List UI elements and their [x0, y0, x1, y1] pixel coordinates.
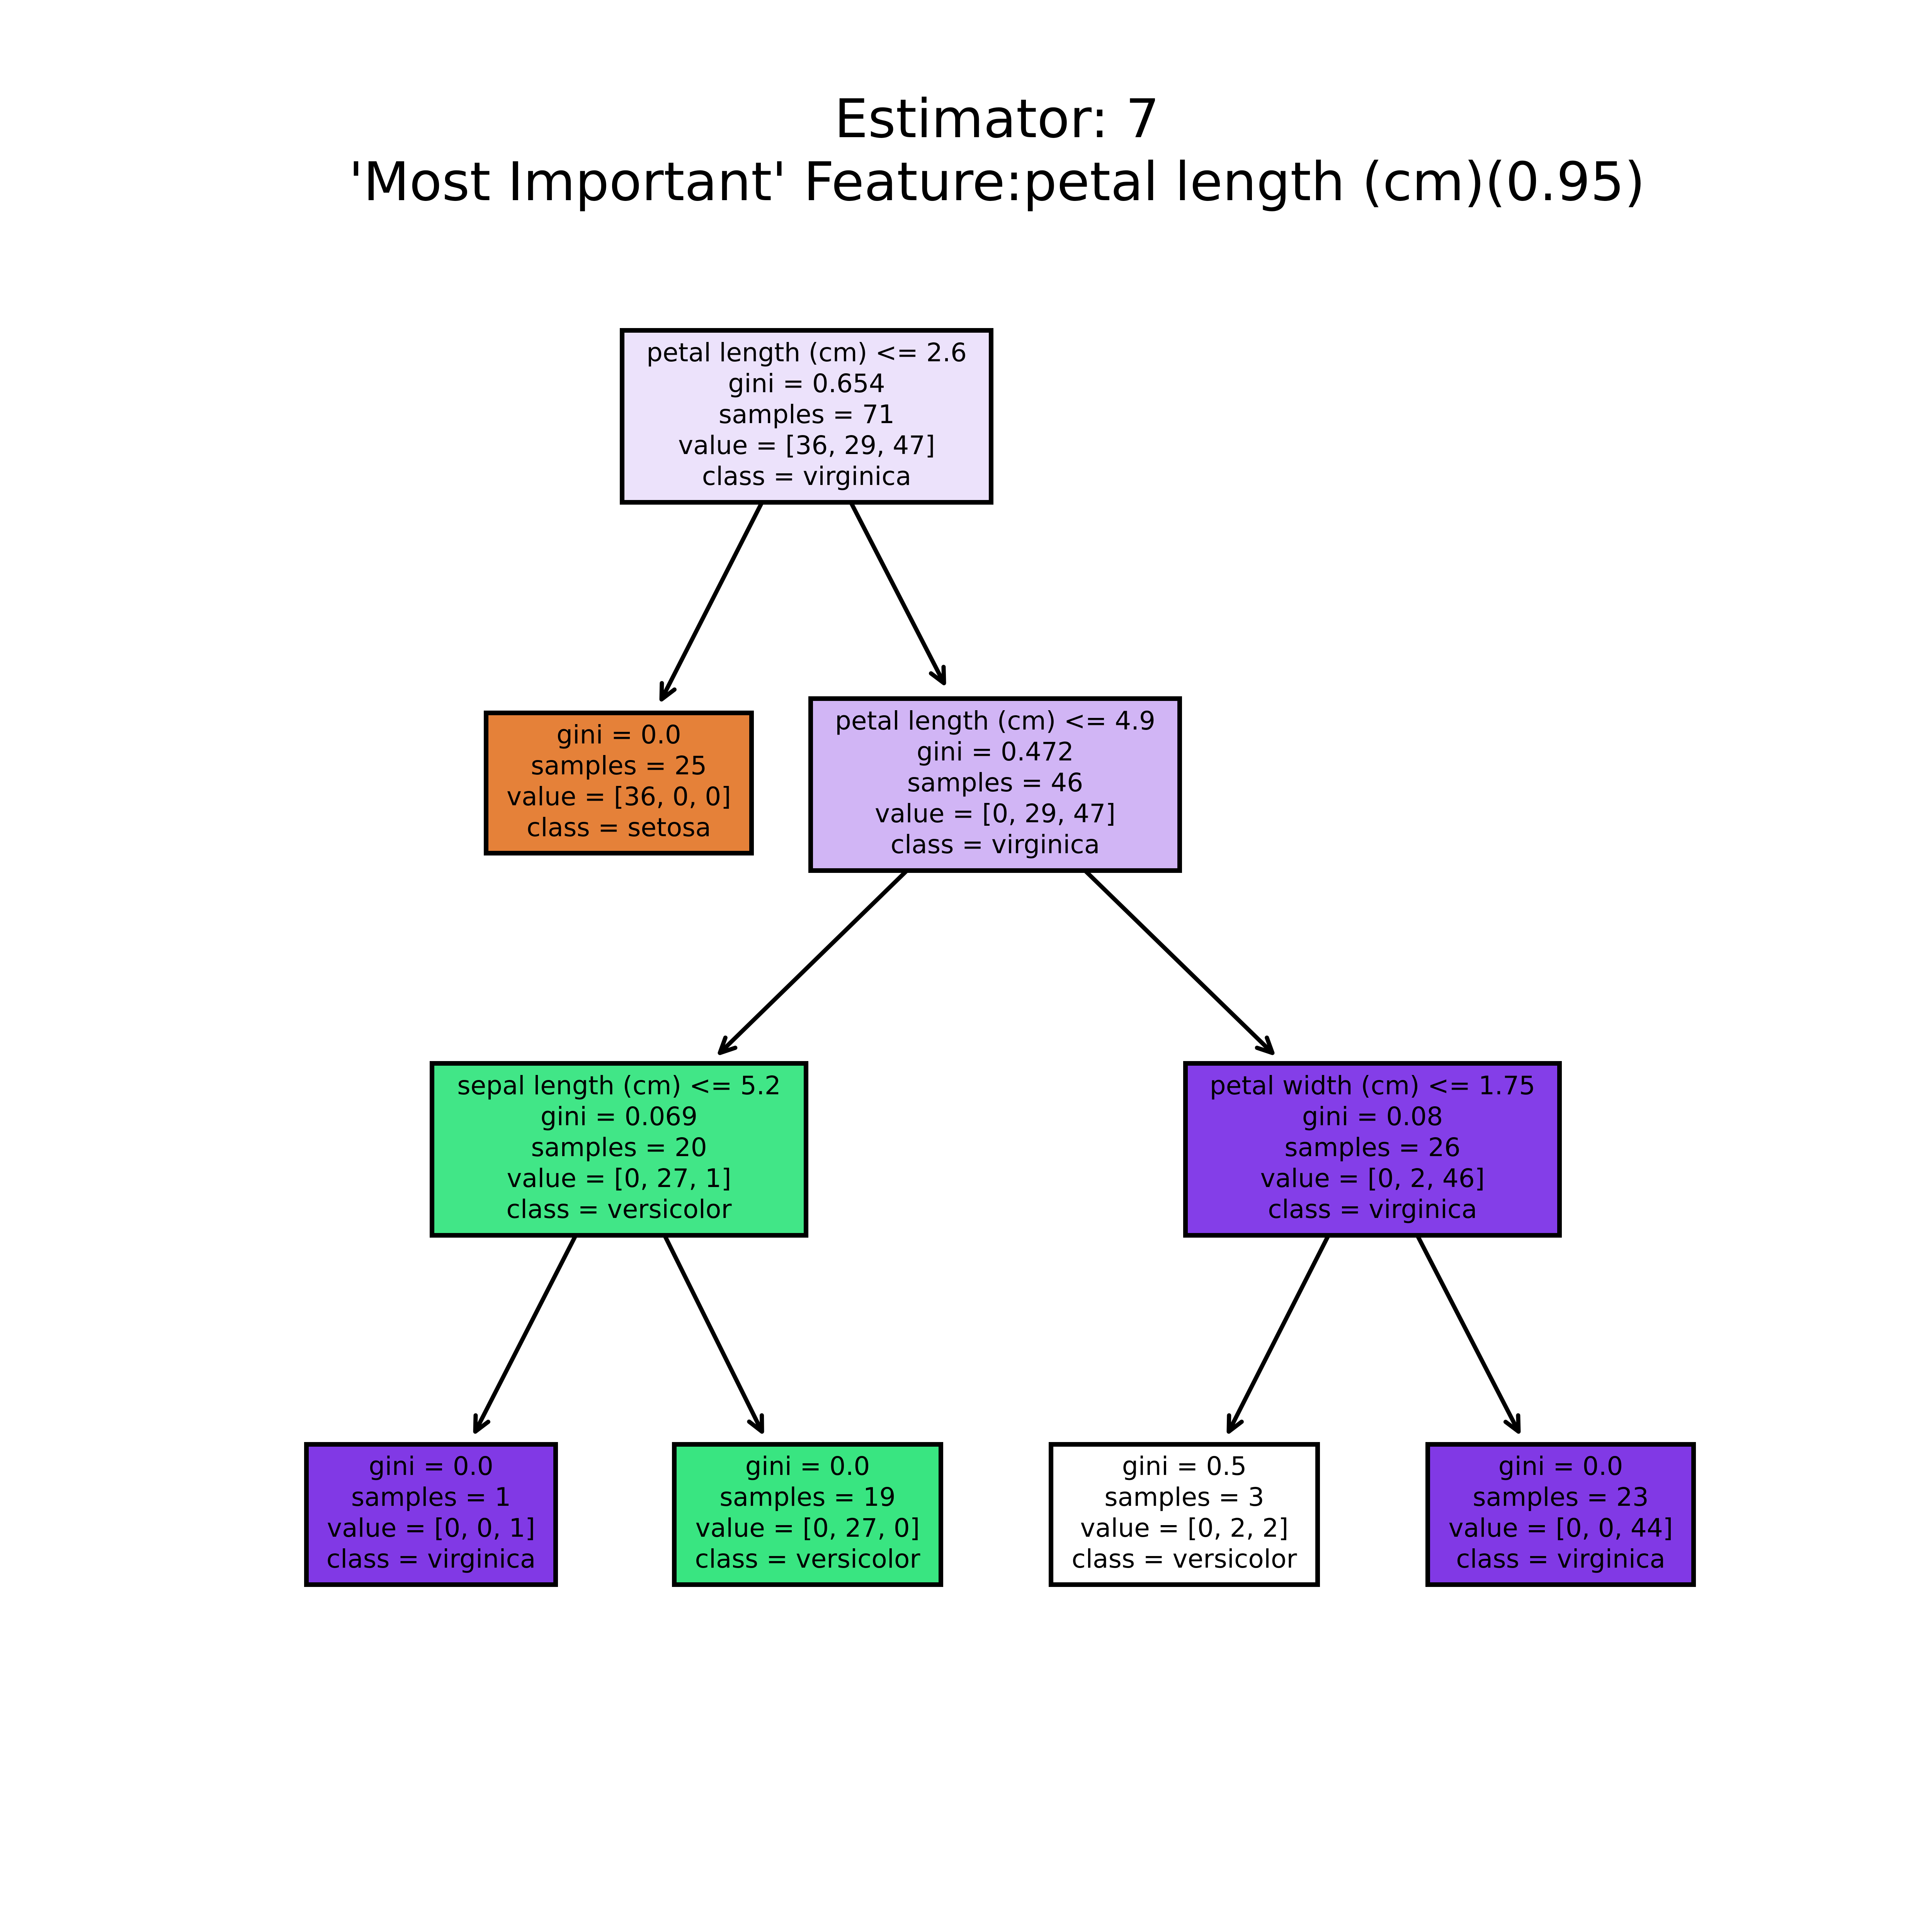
tree-edges: [473, 501, 1521, 1434]
node-text-line: gini = 0.0: [1498, 1451, 1623, 1481]
node-text-line: gini = 0.5: [1122, 1451, 1247, 1481]
arrow-head-icon: [747, 1413, 764, 1434]
node-text-line: value = [0, 29, 47]: [875, 799, 1116, 828]
node-text-line: samples = 71: [719, 400, 895, 429]
edge-n3-n6: [663, 1234, 764, 1434]
node-text-line: value = [0, 2, 2]: [1080, 1513, 1289, 1543]
node-text-line: gini = 0.069: [541, 1102, 698, 1131]
node-text-line: gini = 0.472: [917, 737, 1074, 767]
node-box: [1425, 1442, 1696, 1587]
node-text-line: class = versicolor: [1071, 1544, 1297, 1574]
edge-n3-n5: [473, 1234, 578, 1434]
node-text-line: value = [36, 0, 0]: [507, 782, 731, 811]
node-text-line: samples = 19: [719, 1482, 896, 1512]
edge-n0-n1: [659, 501, 764, 702]
node-text-line: class = virginica: [1268, 1194, 1477, 1224]
arrow-head-icon: [473, 1413, 490, 1434]
node-text-line: petal width (cm) <= 1.75: [1210, 1071, 1536, 1100]
node-text-line: value = [0, 0, 1]: [327, 1513, 535, 1543]
node-text-line: value = [0, 27, 1]: [507, 1163, 731, 1193]
node-box: [672, 1442, 943, 1587]
node-text-line: class = setosa: [527, 813, 711, 842]
edge-line: [1083, 869, 1274, 1054]
edge-line: [849, 501, 946, 684]
node-text-line: class = virginica: [702, 461, 912, 491]
node-box: [620, 328, 993, 505]
title-line-1: Estimator: 7: [834, 88, 1160, 150]
edge-line: [663, 1234, 764, 1433]
edge-n4-n7: [1226, 1234, 1330, 1434]
node-text-line: value = [0, 27, 0]: [696, 1513, 920, 1543]
edge-n4-n8: [1415, 1234, 1521, 1434]
edge-line: [660, 501, 764, 701]
node-box: [430, 1061, 808, 1238]
arrow-head-icon: [1255, 1036, 1275, 1055]
node-text-line: petal length (cm) <= 4.9: [835, 706, 1155, 736]
edge-n0-n2: [849, 501, 946, 685]
edge-n2-n3: [718, 869, 908, 1055]
node-text-line: petal length (cm) <= 2.6: [646, 338, 967, 367]
arrow-head-icon: [1503, 1413, 1521, 1434]
arrow-head-icon: [1226, 1413, 1244, 1434]
node-text-line: sepal length (cm) <= 5.2: [457, 1071, 781, 1100]
node-text-line: gini = 0.0: [556, 720, 681, 750]
arrow-head-icon: [718, 1036, 738, 1055]
edge-n2-n4: [1083, 869, 1275, 1055]
node-text-line: samples = 25: [531, 751, 707, 781]
node-text-line: samples = 20: [531, 1133, 707, 1162]
edge-line: [718, 869, 908, 1054]
arrow-head-icon: [659, 681, 677, 702]
node-text-line: gini = 0.0: [745, 1451, 870, 1481]
node-text-line: gini = 0.0: [369, 1451, 493, 1481]
node-text-line: class = versicolor: [695, 1544, 920, 1574]
node-text-line: value = [0, 0, 44]: [1449, 1513, 1673, 1543]
node-text-line: class = virginica: [891, 830, 1100, 859]
node-text-line: samples = 3: [1104, 1482, 1264, 1512]
edge-line: [1227, 1234, 1330, 1433]
node-text-line: value = [36, 29, 47]: [678, 430, 935, 460]
node-text-line: samples = 26: [1284, 1133, 1461, 1162]
node-text-line: class = virginica: [327, 1544, 536, 1574]
title-line-2: 'Most Important' Feature:petal length (c…: [349, 151, 1645, 213]
node-text-line: samples = 46: [907, 768, 1083, 798]
node-box: [1183, 1061, 1562, 1238]
edge-line: [473, 1234, 578, 1433]
edge-line: [1415, 1234, 1520, 1433]
node-box: [1049, 1442, 1320, 1587]
node-text-line: class = versicolor: [506, 1194, 732, 1224]
arrow-head-icon: [929, 665, 946, 685]
node-text-line: gini = 0.08: [1302, 1102, 1443, 1131]
node-box: [808, 696, 1182, 873]
node-text-line: gini = 0.654: [728, 369, 885, 398]
node-box: [484, 711, 754, 855]
node-box: [304, 1442, 558, 1587]
node-text-line: samples = 23: [1473, 1482, 1649, 1512]
node-text-line: class = virginica: [1456, 1544, 1665, 1574]
node-text-line: value = [0, 2, 46]: [1260, 1163, 1485, 1193]
node-text-line: samples = 1: [351, 1482, 511, 1512]
